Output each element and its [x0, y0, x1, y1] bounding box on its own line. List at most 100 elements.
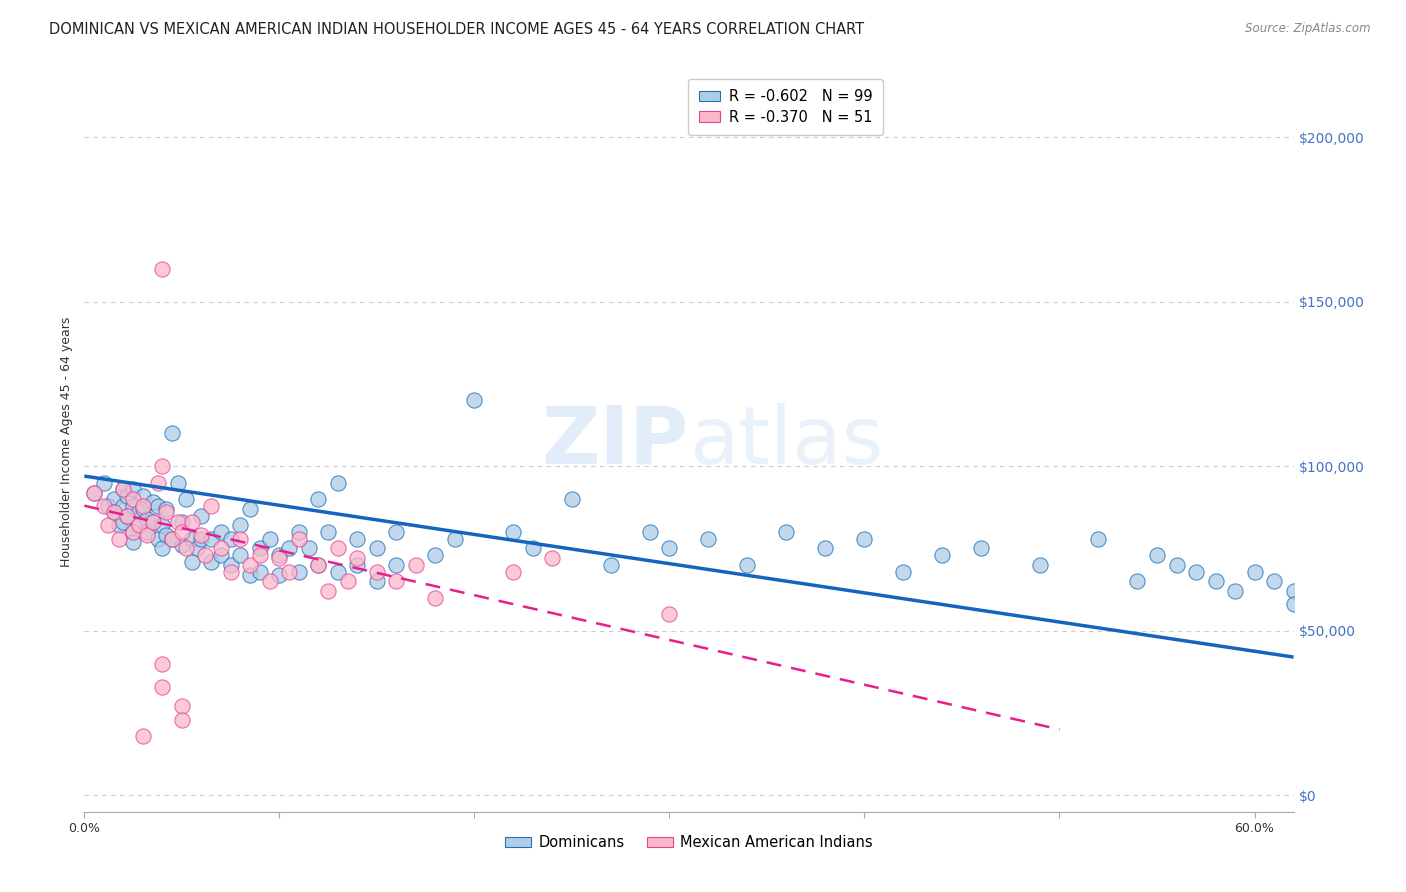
Point	[249, 565, 271, 579]
Point	[1185, 565, 1208, 579]
Point	[117, 508, 139, 523]
Point	[385, 558, 408, 572]
Point	[142, 515, 165, 529]
Point	[170, 713, 193, 727]
Point	[186, 541, 208, 556]
Point	[180, 555, 202, 569]
Point	[970, 541, 993, 556]
Point	[122, 482, 145, 496]
Point	[326, 541, 349, 556]
Point	[1166, 558, 1188, 572]
Point	[249, 548, 271, 562]
Point	[135, 528, 157, 542]
Point	[307, 558, 329, 572]
Point	[150, 680, 173, 694]
Point	[155, 528, 177, 542]
Point	[219, 558, 242, 572]
Point	[132, 729, 155, 743]
Point	[122, 535, 145, 549]
Point	[150, 459, 173, 474]
Point	[239, 502, 262, 516]
Legend: Dominicans, Mexican American Indians: Dominicans, Mexican American Indians	[499, 830, 879, 856]
Point	[1087, 532, 1109, 546]
Point	[174, 541, 197, 556]
Point	[209, 541, 232, 556]
Point	[209, 524, 232, 539]
Point	[658, 607, 681, 622]
Point	[522, 541, 544, 556]
Point	[190, 508, 212, 523]
Point	[893, 565, 915, 579]
Point	[155, 502, 177, 516]
Point	[278, 541, 301, 556]
Text: ZIP: ZIP	[541, 402, 689, 481]
Point	[108, 518, 131, 533]
Point	[385, 574, 408, 589]
Point	[1263, 574, 1285, 589]
Point	[194, 548, 217, 562]
Point	[112, 499, 135, 513]
Point	[122, 499, 145, 513]
Point	[737, 558, 759, 572]
Point	[122, 492, 145, 507]
Point	[502, 524, 524, 539]
Point	[288, 565, 311, 579]
Text: atlas: atlas	[689, 402, 883, 481]
Point	[93, 499, 115, 513]
Point	[316, 584, 339, 599]
Point	[1146, 548, 1168, 562]
Point	[180, 532, 202, 546]
Point	[170, 699, 193, 714]
Point	[103, 492, 125, 507]
Text: DOMINICAN VS MEXICAN AMERICAN INDIAN HOUSEHOLDER INCOME AGES 45 - 64 YEARS CORRE: DOMINICAN VS MEXICAN AMERICAN INDIAN HOU…	[49, 22, 865, 37]
Point	[336, 574, 359, 589]
Point	[638, 524, 661, 539]
Point	[219, 565, 242, 579]
Point	[93, 475, 115, 490]
Point	[122, 524, 145, 539]
Point	[108, 532, 131, 546]
Point	[170, 524, 193, 539]
Point	[269, 548, 291, 562]
Point	[658, 541, 681, 556]
Point	[160, 426, 183, 441]
Point	[269, 551, 291, 566]
Point	[160, 532, 183, 546]
Point	[278, 565, 301, 579]
Point	[174, 492, 197, 507]
Point	[249, 541, 271, 556]
Point	[170, 538, 193, 552]
Point	[229, 548, 252, 562]
Point	[150, 518, 173, 533]
Point	[326, 475, 349, 490]
Point	[366, 541, 388, 556]
Point	[288, 524, 311, 539]
Point	[150, 657, 173, 671]
Point	[259, 574, 281, 589]
Point	[463, 393, 485, 408]
Point	[814, 541, 837, 556]
Point	[425, 548, 447, 562]
Point	[1223, 584, 1246, 599]
Point	[122, 524, 145, 539]
Point	[259, 532, 281, 546]
Y-axis label: Householder Income Ages 45 - 64 years: Householder Income Ages 45 - 64 years	[60, 317, 73, 566]
Point	[190, 532, 212, 546]
Point	[148, 532, 170, 546]
Point	[128, 505, 150, 519]
Point	[775, 524, 797, 539]
Point	[135, 512, 157, 526]
Point	[425, 591, 447, 605]
Point	[366, 574, 388, 589]
Point	[346, 558, 368, 572]
Point	[307, 492, 329, 507]
Point	[366, 565, 388, 579]
Point	[103, 505, 125, 519]
Point	[142, 515, 165, 529]
Point	[150, 261, 173, 276]
Point	[132, 502, 155, 516]
Point	[853, 532, 876, 546]
Point	[307, 558, 329, 572]
Point	[160, 532, 183, 546]
Point	[1282, 584, 1305, 599]
